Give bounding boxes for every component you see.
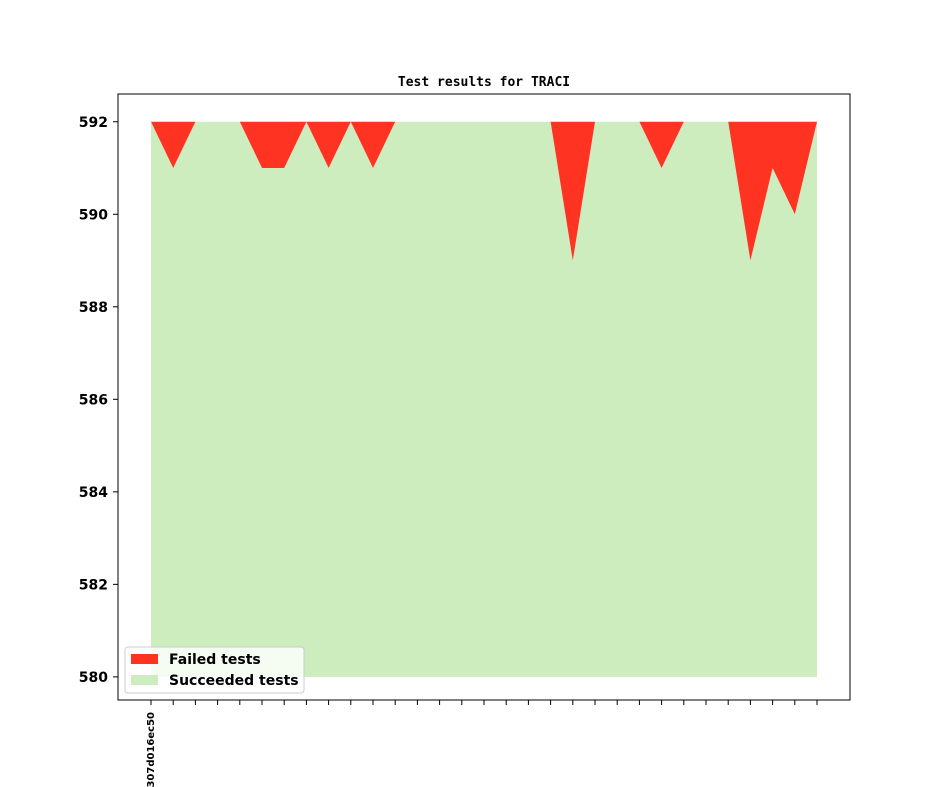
series-area-failed — [151, 121, 817, 261]
legend-label-failed: Failed tests — [169, 652, 261, 668]
x-tick-label: 307d016ec50 — [146, 712, 157, 787]
legend-box — [124, 646, 305, 694]
plot-area — [151, 121, 817, 677]
y-tick-label: 580 — [79, 670, 108, 686]
legend-label-succeeded: Succeeded tests — [169, 673, 299, 689]
y-tick-label: 592 — [79, 115, 108, 131]
legend-swatch-succeeded — [131, 675, 158, 685]
y-tick-label: 582 — [79, 577, 108, 593]
y-tick-label: 584 — [79, 485, 108, 501]
series-area-succeeded — [151, 121, 817, 677]
legend-swatch-failed — [131, 654, 158, 664]
x-axis: 307d016ec50 — [146, 700, 818, 787]
chart-title: Test results for TRACI — [398, 75, 570, 90]
y-tick-label: 590 — [79, 207, 108, 223]
y-axis: 580 582 584 586 588 590 592 — [79, 115, 118, 686]
y-tick-label: 586 — [79, 392, 108, 408]
y-tick-label: 588 — [79, 300, 108, 316]
legend: Failed tests Succeeded tests — [124, 646, 305, 694]
